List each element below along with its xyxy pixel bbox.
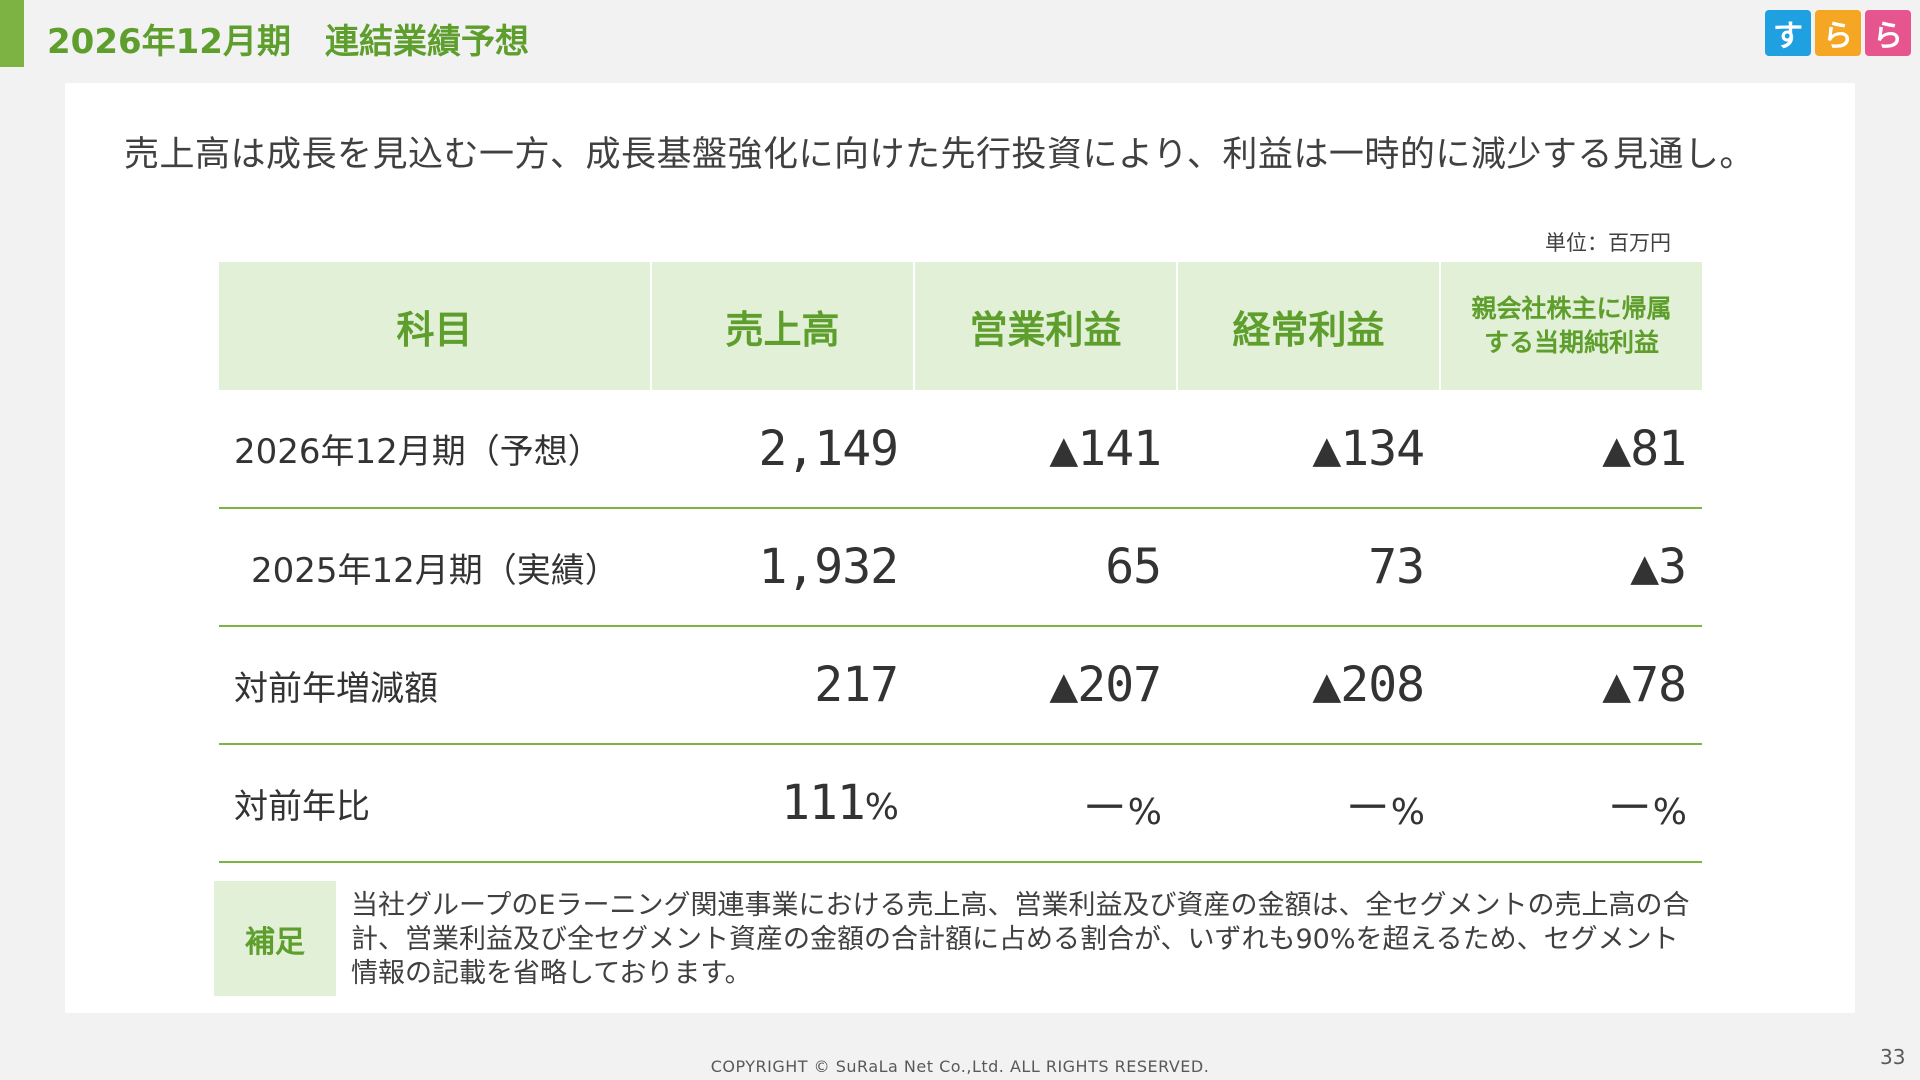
table-header-row: 科目 売上高 営業利益 経常利益 親会社株主に帰属 する当期純利益 (219, 262, 1702, 390)
table-row: 対前年比 111% －% －% －% (219, 744, 1702, 863)
cell-operating-profit: ▲141 (914, 390, 1177, 509)
cell-ordinary-profit: ▲208 (1177, 626, 1440, 745)
table-row: 対前年増減額 217 ▲207 ▲208 ▲78 (219, 626, 1702, 745)
cell-operating-profit: 65 (914, 508, 1177, 627)
header-net-profit: 親会社株主に帰属 する当期純利益 (1440, 262, 1702, 390)
title-accent-bar (0, 0, 24, 67)
logo-tile-3: ら (1865, 10, 1911, 56)
cell-sales: 1,932 (651, 508, 914, 627)
table-row: 2026年12月期（予想） 2,149 ▲141 ▲134 ▲81 (219, 390, 1702, 509)
cell-value: － (1343, 780, 1392, 836)
row-label: 対前年増減額 (219, 626, 651, 745)
header-net-line2: する当期純利益 (1483, 328, 1659, 357)
cell-net-profit: －% (1440, 744, 1702, 863)
note-label: 補足 (214, 881, 336, 996)
cell-sales: 217 (651, 626, 914, 745)
cell-ordinary-profit: －% (1177, 744, 1440, 863)
cell-operating-profit: －% (914, 744, 1177, 863)
percent-sign: % (1127, 792, 1162, 833)
logo-tile-2: ら (1815, 10, 1861, 56)
cell-net-profit: ▲81 (1440, 390, 1702, 509)
cell-net-profit: ▲3 (1440, 508, 1702, 627)
row-label: 2025年12月期（実績） (219, 508, 651, 627)
slide-title: 2026年12月期 連結業績予想 (47, 14, 529, 63)
cell-ordinary-profit: 73 (1177, 508, 1440, 627)
percent-sign: % (1652, 792, 1687, 833)
cell-sales: 2,149 (651, 390, 914, 509)
forecast-table: 科目 売上高 営業利益 経常利益 親会社株主に帰属 する当期純利益 2026年1… (219, 262, 1702, 863)
header-ordinary-profit: 経常利益 (1177, 262, 1441, 390)
cell-value: － (1080, 780, 1129, 836)
title-main: 連結業績予想 (324, 22, 529, 62)
logo-tile-1: す (1765, 10, 1811, 56)
table-row: 2025年12月期（実績） 1,932 65 73 ▲3 (219, 508, 1702, 627)
percent-sign: % (864, 787, 899, 828)
lead-text: 売上高は成長を見込む一方、成長基盤強化に向けた先行投資により、利益は一時的に減少… (124, 135, 1755, 175)
unit-label: 単位：百万円 (1545, 231, 1671, 255)
percent-sign: % (1390, 792, 1425, 833)
title-period: 2026年12月期 (47, 22, 291, 62)
surala-logo: す ら ら (1765, 10, 1911, 56)
cell-sales: 111% (651, 744, 914, 863)
row-label: 対前年比 (219, 744, 651, 863)
cell-value: 111 (781, 775, 866, 831)
row-label: 2026年12月期（予想） (219, 390, 651, 509)
note-text: 当社グループのEラーニング関連事業における売上高、営業利益及び資産の金額は、全セ… (351, 890, 1690, 989)
header-net-line1: 親会社株主に帰属 (1471, 294, 1672, 323)
cell-ordinary-profit: ▲134 (1177, 390, 1440, 509)
header-item: 科目 (219, 262, 652, 390)
copyright: COPYRIGHT © SuRaLa Net Co.,Ltd. ALL RIGH… (710, 1057, 1210, 1076)
cell-operating-profit: ▲207 (914, 626, 1177, 745)
cell-value: － (1605, 780, 1654, 836)
header-sales: 売上高 (651, 262, 915, 390)
header-operating-profit: 営業利益 (914, 262, 1178, 390)
cell-net-profit: ▲78 (1440, 626, 1702, 745)
page-number: 33 (1880, 1045, 1906, 1069)
